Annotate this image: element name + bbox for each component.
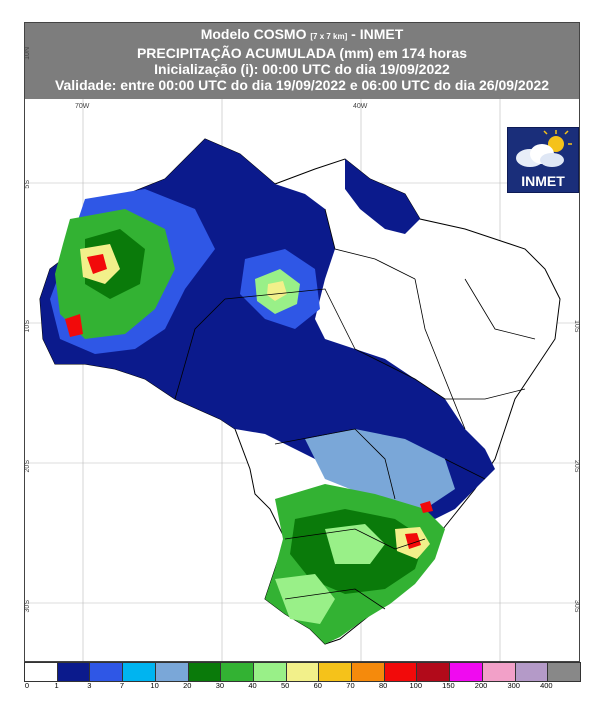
- lat-label-right-30s: 30S: [573, 600, 580, 613]
- legend-swatch: [188, 663, 222, 681]
- legend-label: 150: [442, 681, 455, 690]
- legend-label: 3: [87, 681, 92, 690]
- legend-swatch: [417, 663, 451, 681]
- lat-label-right-20s: 20S: [573, 460, 580, 473]
- legend-label: 80: [378, 681, 388, 690]
- legend-swatch: [352, 663, 385, 681]
- logo-text: INMET: [521, 173, 565, 189]
- lat-label-5s: 5S: [24, 180, 31, 189]
- title-line-2: PRECIPITAÇÃO ACUMULADA (mm) em 174 horas: [136, 45, 468, 61]
- title-line-3: Inicialização (i): 00:00 UTC do dia 19/0…: [154, 61, 450, 77]
- legend-label: 20: [183, 681, 192, 690]
- color-legend: [24, 662, 581, 682]
- legend-swatch: [482, 663, 516, 681]
- rain-north-coast: [345, 159, 420, 234]
- legend-label: 1: [54, 681, 59, 690]
- model-resolution: [7 x 7 km]: [310, 32, 348, 41]
- precipitation-map: [25, 99, 579, 661]
- legend-swatch: [57, 663, 91, 681]
- model-source: - INMET: [351, 26, 404, 42]
- lat-label-10s: 10S: [24, 320, 31, 333]
- legend-label: 7: [119, 681, 125, 690]
- legend-label: 0: [24, 681, 30, 690]
- legend-swatch: [548, 663, 580, 681]
- legend-label: 400: [540, 681, 553, 690]
- map-header: Modelo COSMO [7 x 7 km] - INMET PRECIPIT…: [25, 23, 579, 99]
- legend-swatch: [286, 663, 320, 681]
- legend-swatch: [25, 663, 58, 681]
- sun-cloud-icon: [516, 130, 572, 167]
- legend-swatch: [221, 663, 254, 681]
- lon-label-40w: 40W: [353, 103, 368, 110]
- lat-label-30s: 30S: [24, 600, 31, 613]
- model-name: Modelo COSMO: [200, 26, 307, 42]
- title-line-1: Modelo COSMO [7 x 7 km] - INMET: [25, 26, 579, 45]
- legend-labels: 0 1 3 7 10 20 30 40 50 60 70 80 100 150 200 300 400: [24, 681, 579, 693]
- legend-swatch: [450, 663, 483, 681]
- legend-label: 200: [474, 681, 488, 690]
- legend-label: 100: [409, 681, 423, 690]
- legend-label: 40: [248, 681, 257, 690]
- legend-label: 30: [215, 681, 225, 690]
- legend-label: 60: [313, 681, 322, 690]
- legend-swatch: [384, 663, 418, 681]
- lon-label-70w: 70W: [75, 103, 90, 110]
- map-frame: Modelo COSMO [7 x 7 km] - INMET PRECIPIT…: [24, 22, 580, 662]
- legend-swatch: [123, 663, 156, 681]
- lat-label-20s: 20S: [24, 460, 31, 473]
- lat-label-10n: 10N: [24, 47, 31, 60]
- legend-swatch: [90, 663, 124, 681]
- title-line-4: Validade: entre 00:00 UTC do dia 19/09/2…: [54, 77, 550, 93]
- legend-swatch: [155, 663, 189, 681]
- legend-swatch: [253, 663, 287, 681]
- lat-label-right-10s: 10S: [573, 320, 580, 333]
- legend-label: 70: [346, 681, 355, 690]
- state-boundaries: [174, 208, 536, 610]
- legend-label: 50: [281, 681, 290, 690]
- legend-label: 300: [507, 681, 520, 690]
- legend-swatch: [319, 663, 353, 681]
- legend-swatch: [515, 663, 549, 681]
- inmet-logo: INMET: [507, 127, 579, 193]
- legend-label: 10: [150, 681, 159, 690]
